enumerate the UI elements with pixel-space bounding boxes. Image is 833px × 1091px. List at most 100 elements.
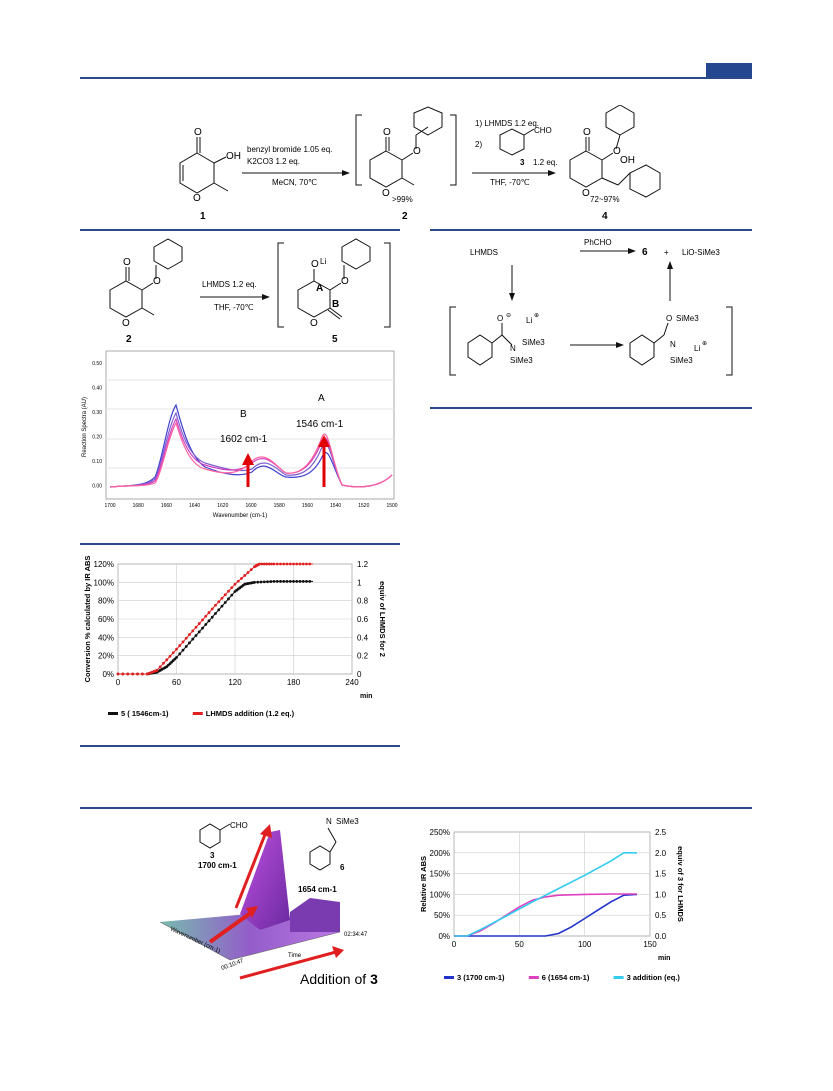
relative-ir-chart: 0% 50% 100% 150% 200% 250% 0.0 0.5 1.0 1.5 2.0 2.5 0… — [420, 828, 685, 982]
legend-swatch — [528, 976, 539, 979]
peak-a-label: A — [318, 393, 325, 404]
series-point — [260, 562, 264, 566]
y2tick-label: 0.8 — [357, 597, 369, 606]
yield-4: 72~97% — [590, 195, 620, 204]
ytick-label: 40% — [98, 633, 114, 642]
svg-text:N: N — [670, 340, 676, 349]
benzaldehyde-ring — [499, 128, 525, 156]
header-rule — [80, 77, 752, 79]
ir-xtick: 1500 — [386, 503, 397, 509]
surface-ridge-6 — [290, 898, 340, 932]
svg-text:⊕: ⊕ — [702, 341, 707, 347]
lio-sime3-label: LiO-SiMe3 — [682, 248, 720, 257]
ylabel: Conversion % calculated by IR ABS — [83, 556, 92, 683]
svg-text:Li: Li — [526, 316, 532, 325]
series-line — [454, 893, 637, 937]
series-point — [184, 636, 188, 640]
series-point — [262, 580, 266, 584]
series-point — [230, 586, 234, 590]
series-point — [223, 601, 227, 604]
ir-ytick: 0.10 — [92, 459, 102, 465]
series-point — [301, 562, 305, 566]
svg-text:6: 6 — [642, 247, 648, 258]
series-point — [194, 634, 198, 637]
legend-swatch — [444, 976, 454, 979]
series-point — [210, 615, 214, 619]
series-point — [288, 562, 292, 566]
legend-swatch — [613, 976, 624, 979]
ir-xtick: 1660 — [161, 503, 172, 509]
ir-xtick: 1560 — [302, 503, 313, 509]
series-point — [116, 672, 120, 676]
legend-swatch — [192, 712, 203, 715]
svg-text:N: N — [326, 817, 332, 826]
series-point — [298, 562, 302, 566]
series-point — [197, 622, 201, 625]
series-point — [175, 647, 178, 651]
svg-text:Li: Li — [320, 257, 326, 266]
compound-4-label: 4 — [602, 211, 608, 222]
series-point — [178, 652, 182, 656]
conversion-chart: 0% 20% 40% 60% 80% 100% 120% 0 0.2 0.4 0.6 0.8 1 1.2 0… — [83, 556, 387, 718]
series-point — [275, 580, 279, 583]
reagent-1-line-3: MeCN, 70℃ — [272, 178, 317, 187]
series-point — [265, 562, 269, 566]
svg-text:SiMe3: SiMe3 — [676, 314, 699, 323]
series-point — [223, 593, 227, 597]
series-point — [121, 672, 125, 676]
bracket-right — [450, 114, 457, 186]
xtick-label: 100 — [578, 940, 592, 949]
svg-text:1.2 eq.: 1.2 eq. — [533, 158, 557, 167]
xtick-label: 240 — [345, 678, 359, 687]
series-point — [243, 574, 247, 577]
ytick-label: 100% — [94, 578, 114, 587]
rule-chart1-top — [80, 543, 400, 545]
y2tick-label: 1.0 — [655, 890, 667, 899]
svg-text:O: O — [383, 127, 391, 138]
series-point — [292, 562, 295, 566]
compound-1-structure — [179, 137, 229, 194]
series-point — [269, 580, 273, 583]
svg-text:O: O — [382, 188, 390, 199]
svg-text:LHMDS 1.2 eq.: LHMDS 1.2 eq. — [202, 280, 257, 289]
ir-spectrum-chart: 0.50 0.40 0.30 0.20 0.10 0.00 1700 1680 1660 164… — [82, 350, 398, 519]
rule-scheme1-left — [80, 229, 400, 231]
series-point — [262, 562, 266, 566]
lhmds-label: LHMDS — [470, 248, 498, 257]
surface-wn-3: 1700 cm-1 — [198, 861, 237, 870]
y2tick-label: 0 — [357, 670, 362, 679]
series-point — [217, 600, 221, 604]
series-point — [256, 580, 260, 584]
legend-label: LHMDS addition (1.2 eq.) — [206, 709, 295, 718]
svg-text:O: O — [123, 257, 131, 268]
compound-5-structure — [297, 238, 371, 320]
series-point — [253, 580, 256, 584]
svg-text:O: O — [497, 314, 503, 323]
series-point — [126, 672, 130, 676]
y2tick-label: 0.6 — [357, 615, 369, 624]
svg-text:PhCHO: PhCHO — [584, 238, 612, 247]
xlabel: min — [658, 955, 670, 962]
series-line — [454, 852, 637, 937]
ytick-label: 50% — [434, 911, 450, 920]
series-point — [175, 656, 178, 659]
series-point — [246, 571, 250, 574]
rule-bottom-section — [80, 807, 752, 809]
series-point — [191, 629, 195, 633]
legend-swatch — [108, 712, 118, 715]
series-point — [272, 580, 276, 583]
svg-text:O: O — [122, 318, 130, 329]
series-point — [270, 562, 273, 566]
scheme-1: O OH O 1 benzyl bromide 1.05 eq. K2CO3 1… — [179, 105, 661, 222]
compound-1-label: 1 — [200, 211, 206, 222]
surface-peak-3 — [240, 830, 290, 930]
ir-ytick: 0.50 — [92, 361, 102, 367]
arrow-addition — [239, 950, 337, 980]
peak-a-value: 1546 cm-1 — [296, 419, 344, 430]
series-point — [220, 604, 224, 608]
series-point — [288, 580, 292, 583]
svg-text:O: O — [311, 259, 319, 270]
series-point — [292, 580, 295, 583]
ytick-label: 100% — [430, 890, 450, 899]
mechanism-scheme: LHMDS PhCHO 6 + LiO-SiMe3 O ⊖ Li ⊕ N SiM… — [449, 238, 733, 376]
